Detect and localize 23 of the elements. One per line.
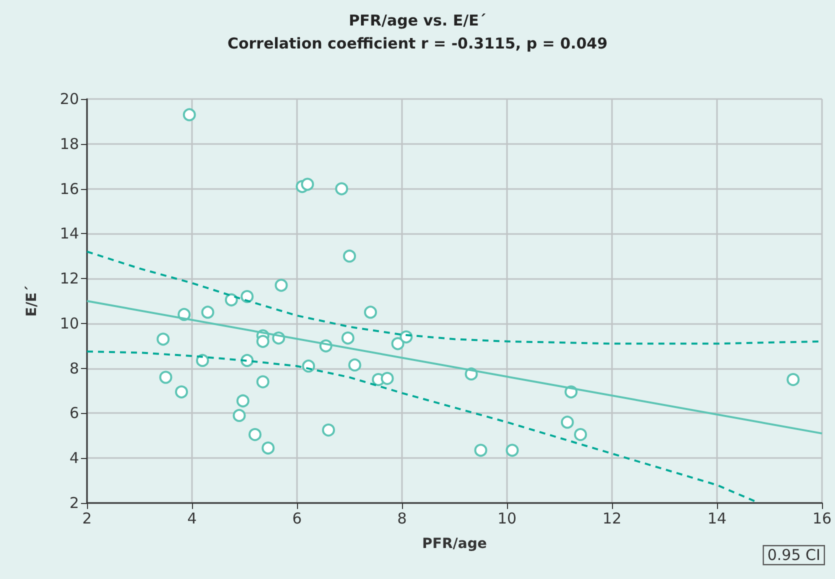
x-axis-title: PFR/age xyxy=(422,536,487,552)
x-tick-label: 2 xyxy=(82,510,92,528)
x-tick-label: 10 xyxy=(497,510,517,528)
x-tick-label: 16 xyxy=(812,510,832,528)
y-tick-label: 14 xyxy=(60,224,79,243)
x-tick-label: 12 xyxy=(602,510,622,528)
y-tick-label: 4 xyxy=(69,449,79,468)
y-tick-label: 2 xyxy=(69,494,79,512)
y-tick-label: 8 xyxy=(69,359,79,378)
x-tick-label: 4 xyxy=(187,510,197,528)
x-tick-label: 14 xyxy=(707,510,727,528)
chart-title: PFR/age vs. E/E´ xyxy=(348,12,486,30)
chart-subtitle: Correlation coefficient r = -0.3115, p = 0.049 xyxy=(227,34,608,52)
y-tick-label: 10 xyxy=(60,314,79,332)
y-tick-label: 12 xyxy=(60,270,79,288)
y-tick-label: 20 xyxy=(60,90,79,108)
y-tick-label: 6 xyxy=(69,404,79,422)
y-tick-label: 18 xyxy=(60,134,79,153)
x-tick-label: 8 xyxy=(397,510,407,528)
text: 0.95 CI xyxy=(767,546,820,564)
x-tick-label: 6 xyxy=(292,510,302,528)
y-axis-title: E/E´ xyxy=(24,285,40,317)
y-tick-label: 16 xyxy=(60,180,79,198)
